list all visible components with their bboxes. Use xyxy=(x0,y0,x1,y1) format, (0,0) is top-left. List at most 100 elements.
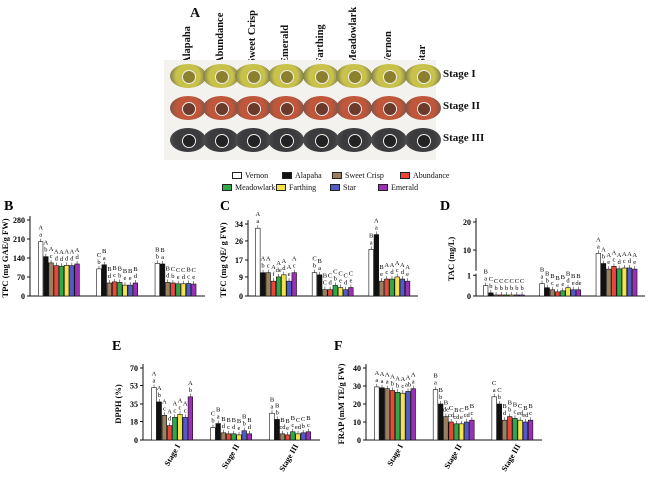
significance-label: A xyxy=(596,236,601,243)
significance-label: A xyxy=(276,260,281,267)
legend-item: Vernon xyxy=(232,171,268,180)
significance-label: C xyxy=(494,278,498,285)
bar-vernon xyxy=(483,285,489,297)
legend-swatch xyxy=(232,172,242,179)
significance-label: b xyxy=(97,259,100,266)
bar-abundance xyxy=(53,265,59,297)
bar-emerald xyxy=(291,272,297,297)
bar-meadowlark xyxy=(389,278,395,297)
significance-label: B xyxy=(128,268,133,275)
significance-label: A xyxy=(64,248,69,255)
significance-label: B xyxy=(247,417,252,424)
significance-label: A xyxy=(405,264,410,271)
significance-label: c xyxy=(396,267,399,274)
legend-label: Star xyxy=(343,183,356,192)
bar-alapaha xyxy=(373,234,379,297)
significance-label: B xyxy=(566,271,571,278)
significance-label: c xyxy=(401,383,404,390)
cultivar-label-emerald: Emerald xyxy=(280,24,291,64)
significance-label: d xyxy=(65,255,69,262)
significance-label: c xyxy=(293,263,296,270)
bar-vernon xyxy=(154,263,160,297)
bar-farthing xyxy=(180,283,186,297)
significance-label: c xyxy=(163,405,166,412)
bar-meadowlark xyxy=(290,431,296,441)
cultivar-label-alapaha: Alapaha xyxy=(182,26,193,64)
significance-label: B xyxy=(112,265,117,272)
significance-label: b xyxy=(520,285,523,292)
significance-label: d xyxy=(232,424,236,431)
significance-label: cd xyxy=(448,412,455,419)
bar-sweet-crisp xyxy=(265,272,271,297)
significance-label: d xyxy=(182,274,186,281)
significance-label: c xyxy=(184,407,187,414)
bar-vernon xyxy=(311,272,318,297)
significance-label: C xyxy=(328,273,332,280)
y-tick-label: 35 xyxy=(130,400,138,409)
significance-label: c xyxy=(50,253,53,260)
significance-label: B xyxy=(102,248,107,255)
significance-label: de xyxy=(575,280,581,287)
significance-label: A xyxy=(70,249,75,256)
significance-label: C xyxy=(176,267,180,274)
significance-label: C xyxy=(520,278,524,285)
bar-alapaha xyxy=(159,263,166,297)
significance-label: A xyxy=(281,258,286,265)
bar-emerald xyxy=(305,431,312,441)
significance-label: B xyxy=(323,273,328,280)
significance-label: B xyxy=(561,274,566,281)
berry-photo xyxy=(303,96,339,120)
significance-label: B xyxy=(444,400,449,407)
y-tick-label: 10 xyxy=(463,246,471,255)
bar-abundance xyxy=(226,433,232,441)
significance-label: C xyxy=(497,387,501,394)
significance-label: e xyxy=(349,278,352,285)
significance-label: B xyxy=(550,273,555,280)
berry-photo xyxy=(170,96,206,120)
bar-abundance xyxy=(284,434,291,441)
bar-vernon xyxy=(269,412,275,441)
significance-label: A xyxy=(183,400,188,407)
significance-label: A xyxy=(287,264,292,271)
berry-photo xyxy=(303,128,339,152)
bar-sweet-crisp xyxy=(279,433,286,441)
significance-label: C xyxy=(301,416,305,423)
stage-label-1: Stage I xyxy=(443,68,476,80)
y-tick-label: 0 xyxy=(239,292,243,301)
significance-label: a xyxy=(39,232,42,239)
significance-label: b xyxy=(500,285,503,292)
bar-abundance xyxy=(170,282,176,297)
bar-farthing xyxy=(517,419,523,441)
berry-photo xyxy=(371,96,407,120)
legend-item: Alapaha xyxy=(282,171,322,180)
bar-abundance xyxy=(507,416,513,441)
x-category-label: Stage III xyxy=(500,443,523,473)
significance-label: A xyxy=(271,264,276,271)
legend-label: Vernon xyxy=(245,171,269,180)
bar-star xyxy=(399,278,405,297)
significance-label: B xyxy=(160,247,165,254)
y-axis-label: FRAP (mM TE/g FW) xyxy=(336,363,346,444)
bar-meadowlark xyxy=(332,285,338,297)
significance-label: de xyxy=(276,267,282,274)
bar-star xyxy=(182,417,188,441)
bar-emerald xyxy=(132,282,139,297)
bar-farthing xyxy=(295,433,301,441)
significance-label: A xyxy=(627,251,632,258)
y-tick-label: 280 xyxy=(13,216,25,225)
bar-abundance xyxy=(327,289,333,297)
y-tick-label: 18 xyxy=(130,417,138,426)
bar-vernon xyxy=(491,396,497,441)
significance-label: A xyxy=(255,211,260,218)
panel-letter: B xyxy=(4,199,13,214)
significance-label: e xyxy=(380,271,383,278)
bar-abundance xyxy=(611,266,617,297)
significance-label: e xyxy=(572,280,575,287)
significance-label: e xyxy=(339,278,342,285)
significance-label: b xyxy=(602,254,605,261)
bar-vernon xyxy=(38,241,44,297)
bar-star xyxy=(241,430,247,441)
significance-label: a xyxy=(541,274,544,281)
significance-label: c xyxy=(267,263,270,270)
bar-star xyxy=(127,284,133,297)
